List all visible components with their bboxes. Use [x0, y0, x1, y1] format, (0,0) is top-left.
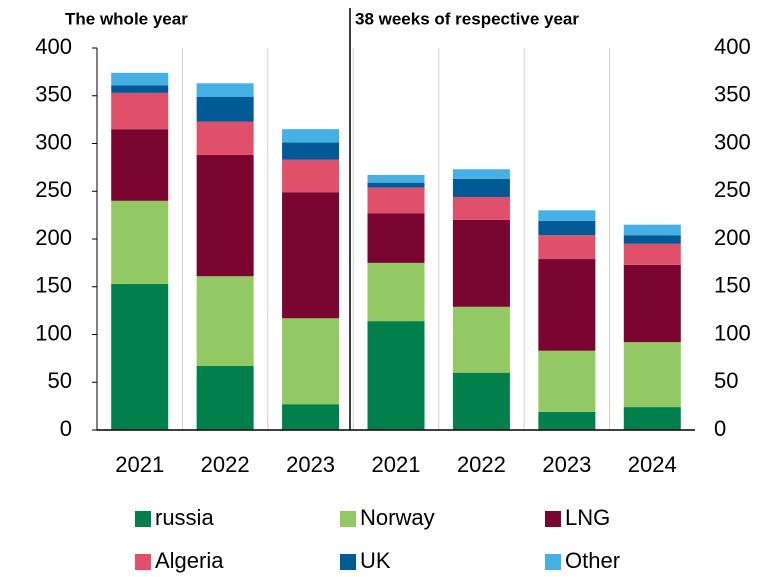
x-tick-label: 2023	[542, 452, 591, 477]
x-tick-label: 2024	[628, 452, 677, 477]
y-tick-label: 350	[35, 82, 72, 107]
bar-segment	[452, 219, 510, 307]
bar-segment	[196, 96, 254, 122]
y-tick-label: 100	[35, 320, 72, 345]
x-tick-label: 2023	[286, 452, 335, 477]
bar-segment	[538, 411, 596, 430]
annotation: 38 weeks of respective year	[355, 9, 579, 28]
bar-segment	[623, 342, 681, 408]
bar-segment	[367, 262, 425, 322]
bar-segment	[623, 407, 681, 430]
bar-segment	[111, 200, 169, 284]
bar-segment	[111, 72, 169, 86]
y-tick-label: 50	[48, 368, 72, 393]
annotation: The whole year	[65, 9, 188, 28]
y-tick-label: 150	[35, 273, 72, 298]
bar-segment	[282, 318, 340, 405]
bar-segment	[623, 243, 681, 265]
bar-segment	[538, 210, 596, 221]
bar-segment	[282, 159, 340, 193]
y2-tick-label: 250	[714, 177, 751, 202]
bar-segment	[196, 276, 254, 367]
bar-segment	[452, 372, 510, 430]
bar-segment	[452, 169, 510, 179]
bar-segment	[282, 404, 340, 430]
bar-segment	[111, 92, 169, 130]
y2-tick-label: 150	[714, 273, 751, 298]
bar-segment	[452, 196, 510, 220]
legend-label: LNG	[565, 505, 610, 530]
bar-segment	[538, 235, 596, 260]
bar-segment	[367, 321, 425, 430]
bar-segment	[111, 283, 169, 430]
y-tick-label: 250	[35, 177, 72, 202]
bar-segment	[196, 83, 254, 97]
bar-segment	[367, 182, 425, 188]
legend-label: Other	[565, 548, 620, 573]
legend-swatch	[135, 511, 151, 527]
x-tick-label: 2021	[115, 452, 164, 477]
bar-segment	[452, 306, 510, 373]
bar-segment	[111, 129, 169, 201]
x-tick-label: 2022	[201, 452, 250, 477]
bar-segment	[196, 366, 254, 430]
y2-tick-label: 350	[714, 82, 751, 107]
legend-label: Algeria	[155, 548, 224, 573]
bar-segment	[367, 175, 425, 183]
bar-segment	[196, 154, 254, 277]
legend-swatch	[545, 554, 561, 570]
y-tick-label: 0	[60, 416, 72, 441]
y2-tick-label: 300	[714, 129, 751, 154]
bar-segment	[282, 192, 340, 319]
y2-tick-label: 200	[714, 225, 751, 250]
x-tick-label: 2022	[457, 452, 506, 477]
y-tick-label: 400	[35, 34, 72, 59]
bar-segment	[538, 350, 596, 412]
legend-swatch	[340, 511, 356, 527]
bar-segment	[111, 85, 169, 93]
bar-segment	[282, 142, 340, 160]
bar-segment	[623, 264, 681, 343]
bar-segment	[367, 213, 425, 263]
y2-tick-label: 400	[714, 34, 751, 59]
y-tick-label: 200	[35, 225, 72, 250]
bar-segment	[282, 129, 340, 143]
y2-tick-label: 100	[714, 320, 751, 345]
legend-swatch	[135, 554, 151, 570]
bar-segment	[538, 220, 596, 236]
legend-label: Norway	[360, 505, 435, 530]
y2-tick-label: 0	[714, 416, 726, 441]
y2-tick-label: 50	[714, 368, 738, 393]
bar-segment	[538, 259, 596, 351]
y-tick-label: 300	[35, 129, 72, 154]
x-tick-label: 2021	[372, 452, 421, 477]
legend-swatch	[340, 554, 356, 570]
legend-label: UK	[360, 548, 391, 573]
legend-label: russia	[155, 505, 214, 530]
legend-swatch	[545, 511, 561, 527]
bar-segment	[452, 178, 510, 197]
bar-segment	[623, 235, 681, 244]
bar-segment	[623, 224, 681, 236]
bar-segment	[196, 121, 254, 155]
bar-segment	[367, 187, 425, 214]
